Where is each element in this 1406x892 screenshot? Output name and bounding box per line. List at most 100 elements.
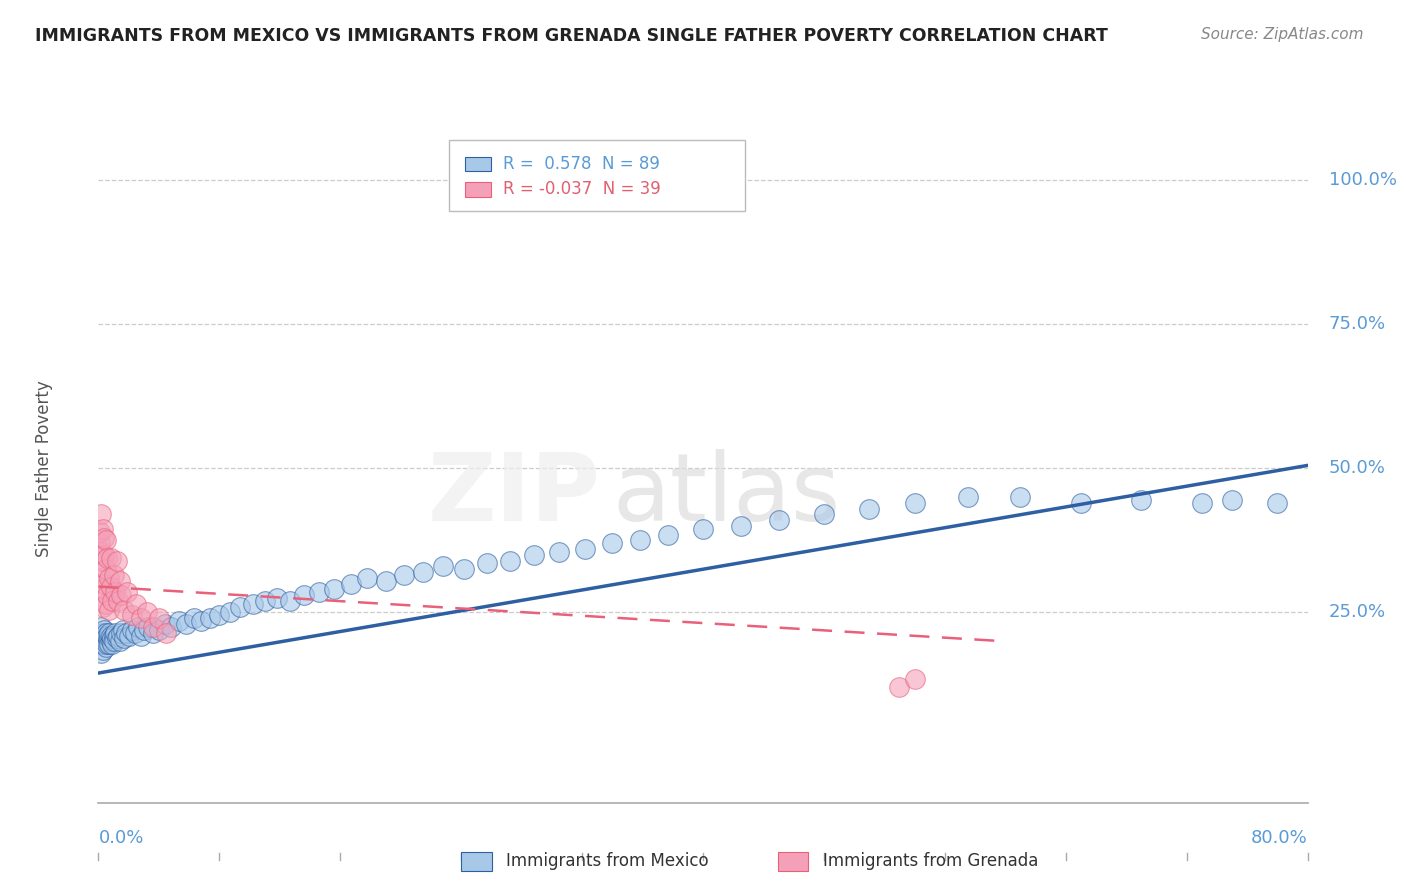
- Point: [96, 629, 118, 643]
- Point: [628, 533, 651, 548]
- Point: [904, 672, 927, 686]
- Point: [253, 594, 276, 608]
- FancyBboxPatch shape: [449, 141, 745, 211]
- Text: Immigrants from Mexico: Immigrants from Mexico: [506, 852, 709, 870]
- Point: [90, 545, 112, 559]
- Point: [100, 634, 122, 648]
- Point: [142, 620, 165, 634]
- Point: [127, 620, 149, 634]
- Point: [112, 602, 135, 616]
- Point: [523, 548, 546, 562]
- Point: [94, 640, 117, 654]
- Point: [602, 536, 624, 550]
- Point: [174, 617, 197, 632]
- Point: [183, 611, 205, 625]
- Point: [219, 606, 242, 620]
- Point: [124, 625, 146, 640]
- Point: [91, 643, 114, 657]
- Point: [432, 559, 454, 574]
- Point: [858, 501, 880, 516]
- Point: [1010, 490, 1032, 504]
- Text: 50.0%: 50.0%: [1329, 459, 1385, 477]
- Point: [100, 550, 122, 565]
- Point: [453, 562, 475, 576]
- Point: [118, 629, 141, 643]
- Point: [100, 580, 122, 594]
- Point: [242, 597, 264, 611]
- Text: 80.0%: 80.0%: [1251, 829, 1308, 847]
- Point: [100, 629, 122, 643]
- Point: [548, 545, 571, 559]
- Point: [155, 625, 177, 640]
- Point: [148, 611, 170, 625]
- Point: [103, 568, 125, 582]
- Point: [90, 629, 112, 643]
- Point: [90, 620, 112, 634]
- Text: atlas: atlas: [612, 449, 841, 541]
- Point: [108, 574, 131, 588]
- Point: [374, 574, 396, 588]
- Point: [105, 553, 128, 567]
- Point: [813, 508, 835, 522]
- Point: [412, 565, 434, 579]
- Point: [129, 611, 152, 625]
- Point: [121, 608, 143, 623]
- Point: [108, 634, 131, 648]
- Point: [105, 632, 128, 646]
- Point: [904, 496, 927, 510]
- Point: [308, 585, 330, 599]
- Point: [392, 568, 415, 582]
- Point: [208, 608, 231, 623]
- Point: [132, 623, 155, 637]
- Point: [129, 629, 152, 643]
- Point: [98, 632, 121, 646]
- Text: Single Father Poverty: Single Father Poverty: [35, 380, 53, 557]
- Point: [475, 557, 498, 571]
- Point: [94, 597, 117, 611]
- Point: [657, 527, 679, 541]
- Text: 25.0%: 25.0%: [1329, 604, 1386, 622]
- Point: [91, 625, 114, 640]
- Point: [93, 623, 115, 637]
- Point: [91, 599, 114, 614]
- Text: R =  0.578  N = 89: R = 0.578 N = 89: [503, 155, 661, 173]
- Point: [1220, 493, 1243, 508]
- Point: [94, 625, 117, 640]
- Point: [956, 490, 979, 504]
- Point: [101, 637, 124, 651]
- Point: [94, 533, 117, 548]
- Point: [104, 585, 127, 599]
- Point: [98, 571, 121, 585]
- Point: [103, 629, 125, 643]
- Point: [98, 637, 121, 651]
- Point: [96, 588, 118, 602]
- Point: [135, 606, 157, 620]
- Point: [266, 591, 288, 605]
- Point: [90, 571, 112, 585]
- Point: [107, 629, 129, 643]
- Point: [101, 632, 124, 646]
- Point: [91, 637, 114, 651]
- Point: [229, 599, 252, 614]
- Point: [93, 629, 115, 643]
- Point: [1191, 496, 1213, 510]
- Point: [136, 620, 159, 634]
- Point: [91, 522, 114, 536]
- Point: [90, 508, 112, 522]
- Point: [1130, 493, 1153, 508]
- Point: [93, 637, 115, 651]
- Point: [93, 548, 115, 562]
- Text: 0.0%: 0.0%: [98, 829, 143, 847]
- Point: [110, 588, 132, 602]
- Point: [148, 623, 170, 637]
- Point: [104, 625, 127, 640]
- Point: [153, 617, 176, 632]
- Point: [94, 632, 117, 646]
- Point: [1265, 496, 1288, 510]
- Text: Immigrants from Grenada: Immigrants from Grenada: [823, 852, 1038, 870]
- Point: [103, 634, 125, 648]
- Point: [98, 602, 121, 616]
- Point: [91, 582, 114, 597]
- Point: [1070, 496, 1092, 510]
- Point: [692, 522, 714, 536]
